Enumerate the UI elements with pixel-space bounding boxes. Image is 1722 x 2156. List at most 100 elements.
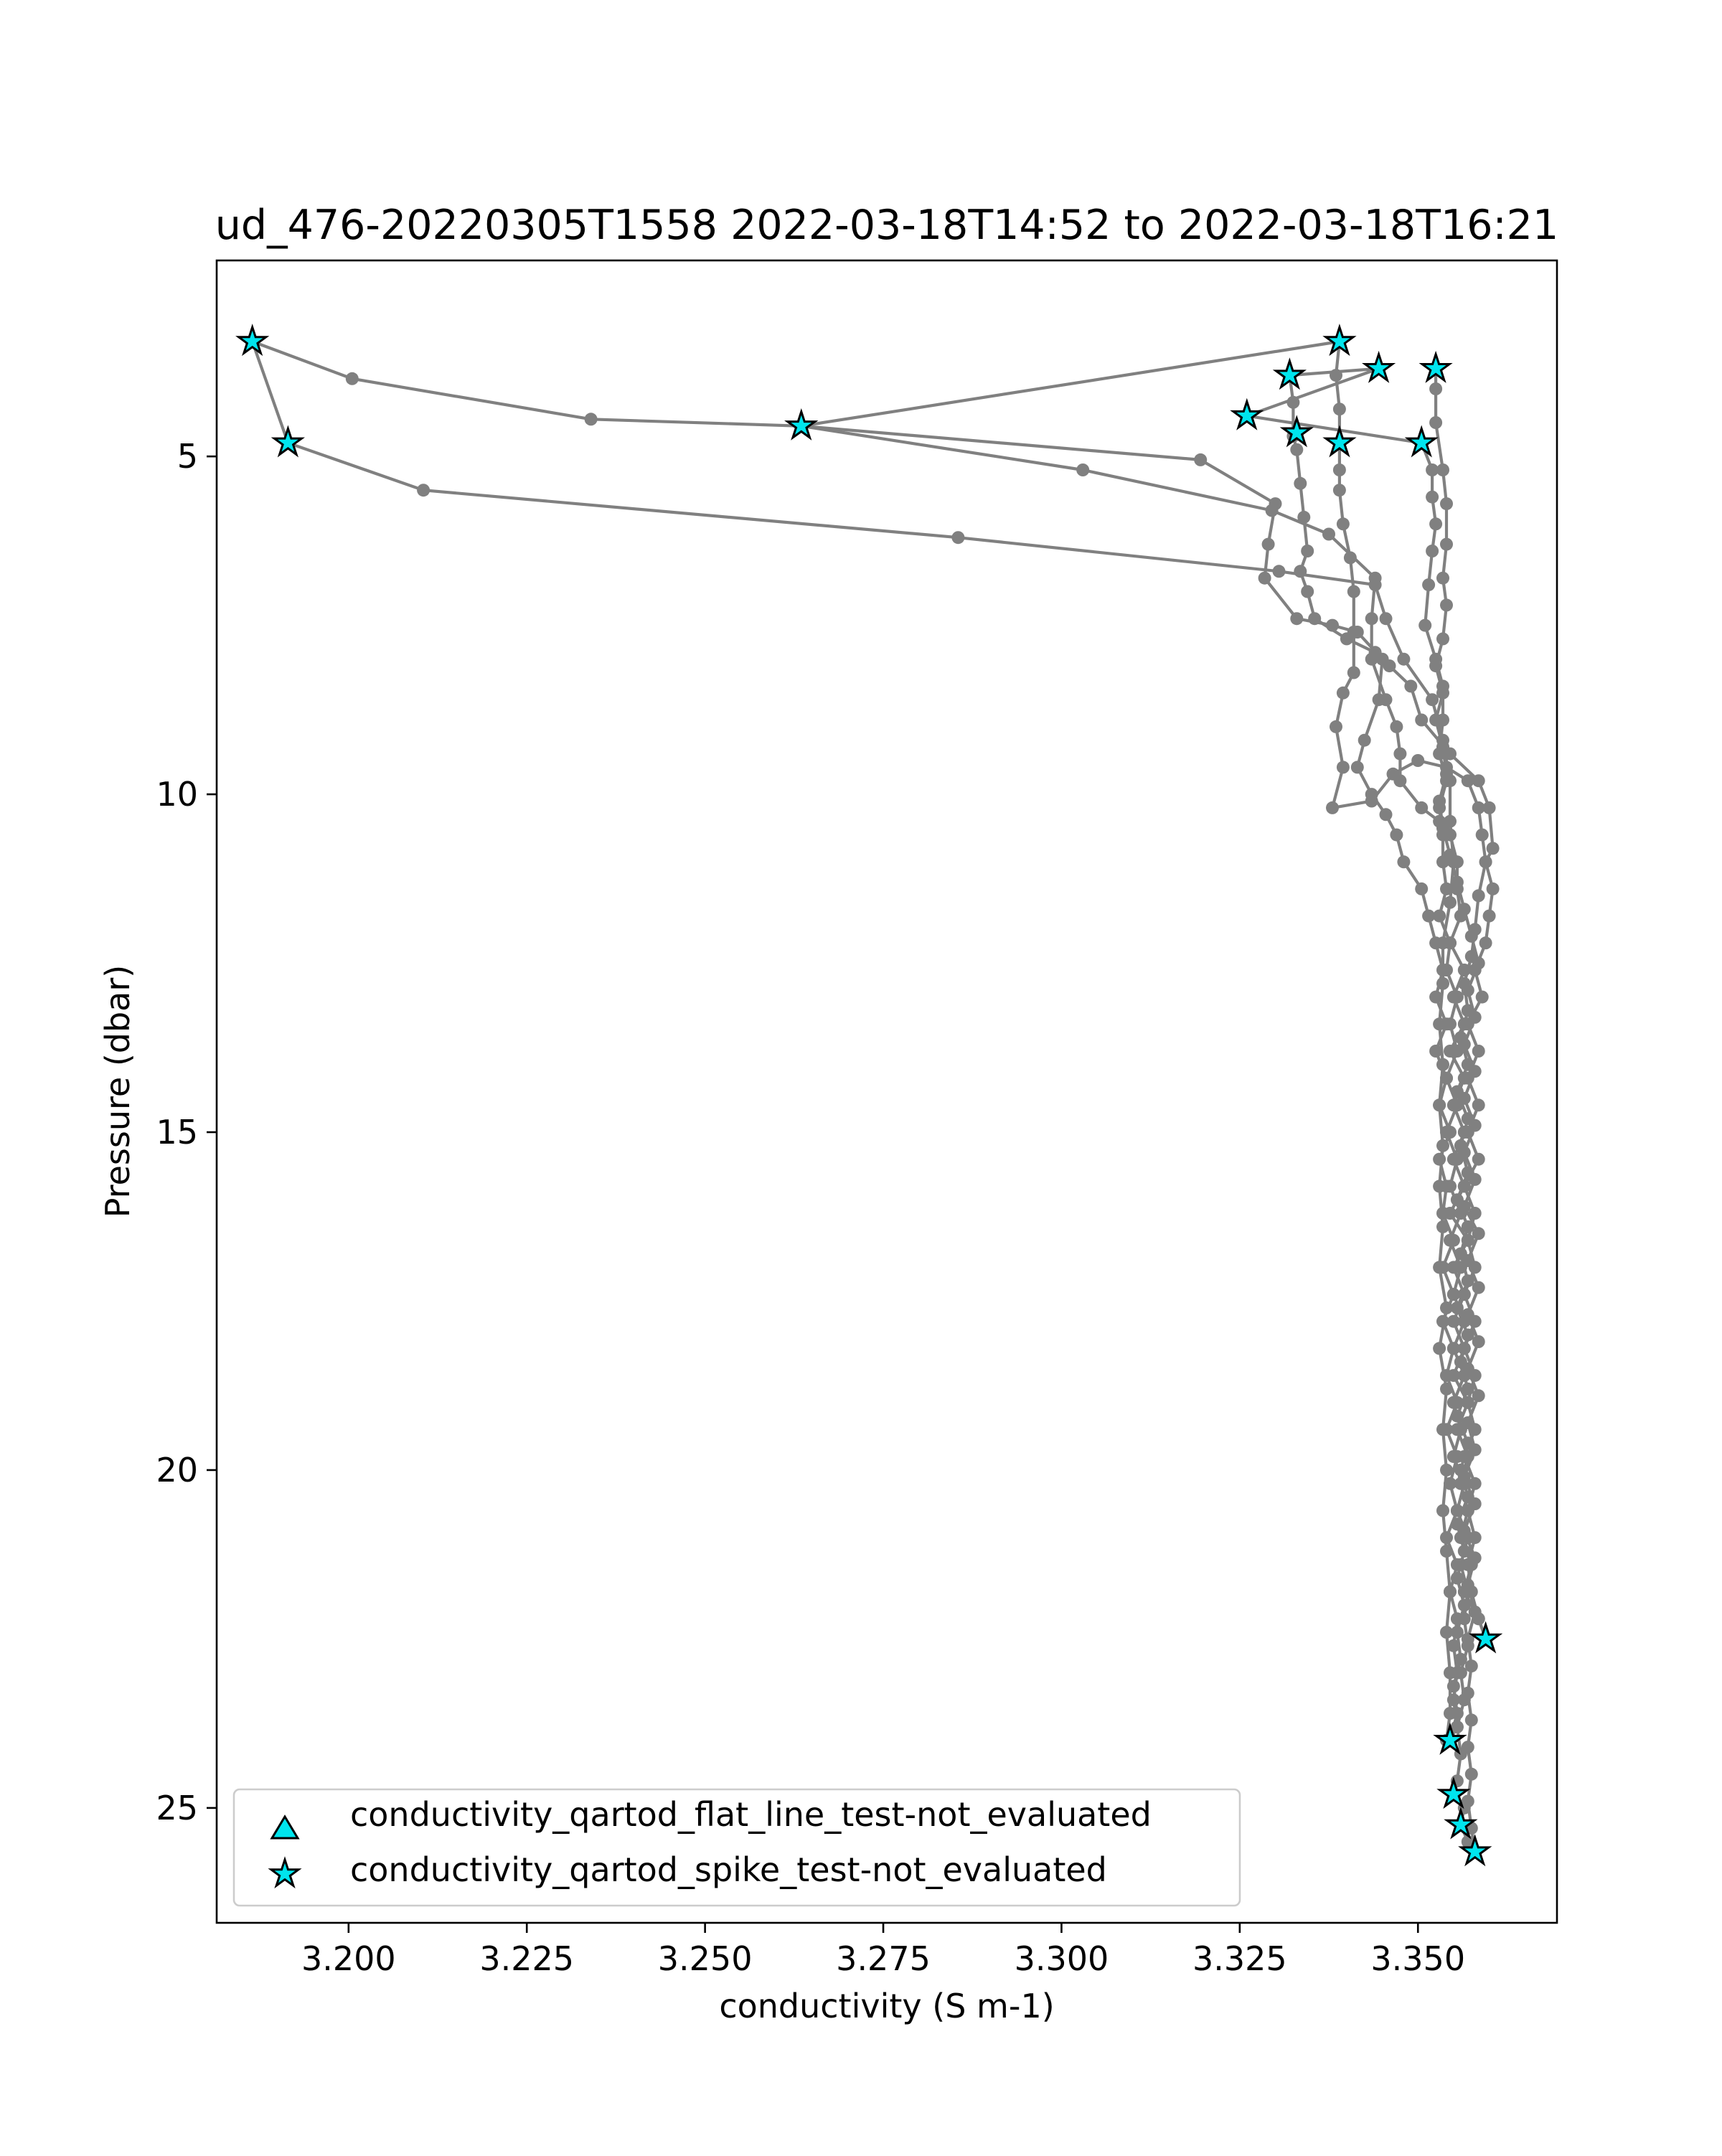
- data-point: [1464, 1713, 1478, 1727]
- data-point: [1444, 895, 1457, 909]
- data-point: [1433, 1152, 1446, 1166]
- data-point: [1426, 490, 1439, 504]
- data-point: [1397, 652, 1411, 666]
- data-point: [1464, 1767, 1478, 1781]
- data-point: [1415, 713, 1429, 727]
- data-point: [1446, 1342, 1460, 1355]
- legend-box: [232, 1788, 1241, 1907]
- data-point: [1461, 1233, 1474, 1247]
- data-point: [1336, 761, 1350, 774]
- data-point: [1444, 774, 1457, 788]
- data-point: [1468, 1443, 1482, 1456]
- data-point: [1461, 1632, 1474, 1646]
- x-axis: 3.200 3.225 3.250 3.275 3.300 3.325 3.350: [301, 1923, 1465, 1978]
- data-point: [1272, 565, 1286, 578]
- data-point: [1368, 578, 1382, 592]
- data-point: [1436, 1058, 1449, 1071]
- data-point: [584, 413, 598, 426]
- data-point: [1472, 1098, 1485, 1112]
- data-point: [1429, 990, 1443, 1004]
- data-point: [1446, 1314, 1460, 1328]
- data-point: [1422, 578, 1436, 592]
- data-point: [1379, 808, 1393, 822]
- data-point: [1482, 801, 1496, 814]
- data-point: [1457, 1342, 1471, 1355]
- data-point: [1444, 1707, 1457, 1720]
- spike-flag-marker: [235, 324, 270, 357]
- data-point: [345, 372, 359, 385]
- data-point: [1472, 1335, 1485, 1348]
- data-point: [951, 531, 965, 545]
- data-point: [1347, 585, 1360, 598]
- data-point: [1436, 632, 1449, 646]
- x-tick-label: 3.325: [1192, 1939, 1287, 1978]
- data-point: [1468, 1010, 1482, 1024]
- data-point: [1457, 1180, 1471, 1193]
- data-point: [1390, 720, 1403, 733]
- data-point: [1332, 484, 1346, 497]
- data-point: [1436, 1139, 1449, 1152]
- data-point: [1261, 537, 1275, 551]
- data-point: [1404, 679, 1418, 693]
- data-point: [1332, 403, 1346, 416]
- x-tick-label: 3.350: [1370, 1939, 1465, 1978]
- spike-flag-marker: [1433, 1722, 1467, 1755]
- data-point: [1429, 517, 1443, 531]
- data-point: [1436, 571, 1449, 585]
- data-point: [1436, 936, 1449, 950]
- data-point: [1457, 1612, 1471, 1626]
- data-point: [1446, 1639, 1460, 1652]
- data-point: [1444, 1666, 1457, 1680]
- data-point: [1440, 1463, 1453, 1477]
- data-point: [1436, 1423, 1449, 1436]
- legend-triangle-marker: [270, 1814, 300, 1840]
- spike-flag-marker: [270, 425, 306, 458]
- data-point: [1358, 733, 1371, 747]
- data-point: [1336, 686, 1350, 700]
- data-point: [1464, 929, 1478, 943]
- plot-frame: [215, 259, 1558, 1924]
- data-point: [1290, 443, 1304, 456]
- data-point: [1468, 1207, 1482, 1220]
- data-point: [1440, 1382, 1453, 1395]
- data-point: [1379, 612, 1393, 626]
- data-point: [1475, 828, 1489, 842]
- data-point: [1479, 855, 1492, 869]
- spike-flag-marker: [1272, 357, 1307, 390]
- data-point: [1446, 1369, 1460, 1383]
- data-point: [1426, 545, 1439, 557]
- data-point: [1436, 463, 1449, 476]
- data-point: [1472, 1227, 1485, 1241]
- data-point: [1461, 1686, 1474, 1700]
- data-point: [1446, 1450, 1460, 1464]
- data-point: [1393, 774, 1407, 788]
- data-point: [1468, 1551, 1482, 1565]
- spike-flag-marker: [1279, 415, 1314, 448]
- legend-star-marker: [268, 1856, 302, 1889]
- data-point: [1468, 1477, 1482, 1490]
- data-point: [1426, 693, 1439, 707]
- spike-flag-marker: [784, 408, 819, 441]
- spike-flag-marker: [1404, 425, 1439, 458]
- plot-area: [235, 324, 1503, 1867]
- data-point: [1433, 909, 1446, 923]
- data-point: [1468, 1172, 1482, 1186]
- data-point: [1297, 510, 1311, 524]
- spike-flag-marker: [1322, 324, 1357, 357]
- data-point: [1340, 632, 1353, 646]
- data-point: [1440, 1626, 1453, 1639]
- x-tick-label: 3.250: [658, 1939, 753, 1978]
- data-point: [1450, 875, 1464, 889]
- data-point: [1472, 774, 1485, 788]
- series-line-3: [1288, 373, 1495, 1641]
- data-point: [1457, 1200, 1471, 1213]
- data-point: [1418, 618, 1432, 632]
- data-point: [1450, 1504, 1464, 1517]
- legend-label-flat-line: conductivity_qartod_flat_line_test-not_e…: [350, 1795, 1152, 1834]
- data-point: [1365, 794, 1378, 808]
- spike-flag-marker: [1468, 1621, 1503, 1654]
- y-tick-label: 5: [177, 437, 198, 476]
- data-point: [1446, 855, 1460, 869]
- data-point: [1290, 612, 1304, 626]
